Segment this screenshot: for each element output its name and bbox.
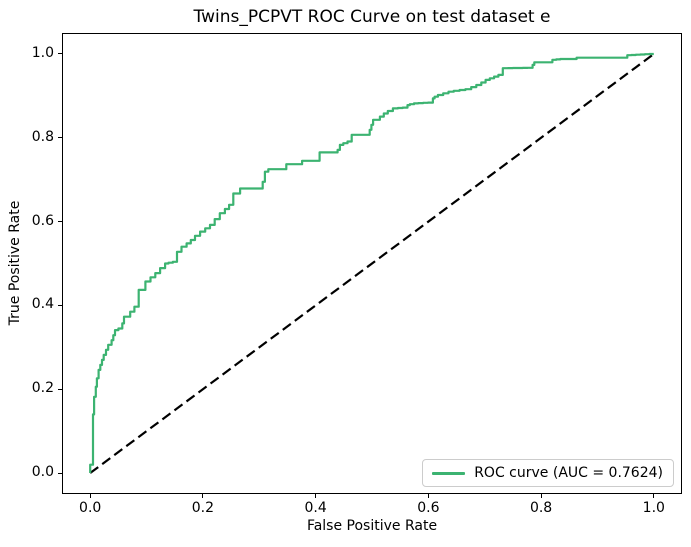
- y-tick-mark: [58, 472, 62, 474]
- chance-diagonal-line: [89, 53, 655, 474]
- plot-svg: [62, 33, 682, 494]
- y-tick-mark: [58, 388, 62, 390]
- y-tick-mark: [58, 137, 62, 139]
- x-tick-mark: [540, 494, 542, 498]
- roc-curve-line: [89, 52, 654, 473]
- x-tick-mark: [427, 494, 429, 498]
- x-tick-mark: [653, 494, 655, 498]
- legend-roc-line-sample: [432, 471, 466, 475]
- legend-label: ROC curve (AUC = 0.7624): [474, 465, 663, 481]
- y-tick-mark: [58, 53, 62, 55]
- x-tick-label: 0.6: [417, 500, 440, 516]
- x-tick-label: 0.4: [304, 500, 327, 516]
- chart-title: Twins_PCPVT ROC Curve on test dataset e: [193, 7, 551, 27]
- y-tick-mark: [58, 221, 62, 223]
- y-tick-label: 1.0: [31, 44, 54, 61]
- y-axis-label: True Positive Rate: [7, 200, 23, 326]
- axes-spines: [62, 33, 682, 494]
- y-tick-label: 0.8: [31, 128, 54, 145]
- x-tick-mark: [202, 494, 204, 498]
- legend: ROC curve (AUC = 0.7624): [422, 459, 674, 487]
- x-tick-label: 1.0: [642, 500, 665, 516]
- y-tick-label: 0.6: [31, 212, 54, 229]
- y-tick-mark: [58, 304, 62, 306]
- x-axis-label: False Positive Rate: [306, 518, 438, 534]
- x-tick-mark: [315, 494, 317, 498]
- x-tick-mark: [89, 494, 91, 498]
- x-tick-label: 0.2: [191, 500, 215, 516]
- x-tick-label: 0.8: [529, 500, 553, 516]
- y-tick-label: 0.2: [31, 380, 54, 397]
- x-tick-label: 0.0: [79, 500, 102, 516]
- plot-area: ROC curve (AUC = 0.7624): [62, 33, 682, 494]
- y-tick-label: 0.0: [31, 464, 54, 481]
- y-tick-label: 0.4: [31, 296, 54, 313]
